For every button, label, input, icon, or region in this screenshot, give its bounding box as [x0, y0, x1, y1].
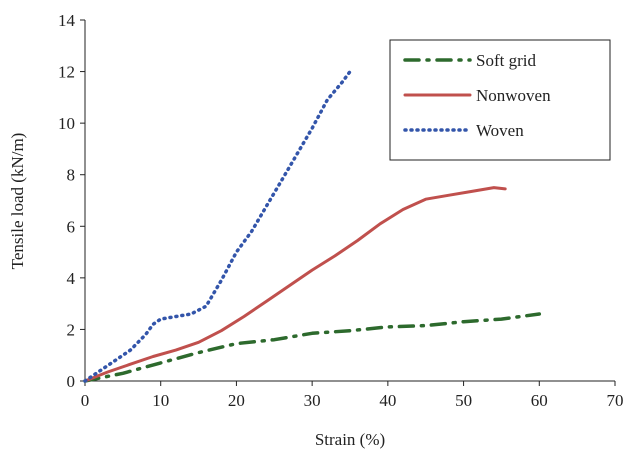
y-tick-label: 8 [67, 166, 76, 185]
x-tick-label: 30 [304, 391, 321, 410]
legend-label-soft-grid: Soft grid [476, 51, 536, 70]
x-tick-group: 0 10 20 30 40 50 60 70 [81, 381, 624, 410]
x-tick-label: 60 [531, 391, 548, 410]
y-tick-label: 6 [67, 217, 76, 236]
series-line-woven [83, 69, 352, 383]
x-axis-title: Strain (%) [315, 430, 385, 449]
y-tick-label: 0 [67, 372, 76, 391]
legend-label-woven: Woven [476, 121, 524, 140]
y-tick-label: 14 [58, 11, 76, 30]
x-tick-label: 10 [152, 391, 169, 410]
x-tick-label: 0 [81, 391, 90, 410]
y-tick-label: 2 [67, 320, 76, 339]
series-line-nonwoven [83, 186, 507, 383]
plot-area [84, 20, 615, 382]
y-tick-label: 10 [58, 114, 75, 133]
x-tick-label: 20 [228, 391, 245, 410]
y-tick-label: 4 [67, 269, 76, 288]
x-tick-label: 50 [455, 391, 472, 410]
legend-label-nonwoven: Nonwoven [476, 86, 551, 105]
y-tick-label: 12 [58, 63, 75, 82]
series-line-soft-grid [83, 312, 542, 383]
legend: Soft grid Nonwoven Woven [389, 39, 611, 161]
y-tick-group: 0 2 4 6 8 10 12 14 [58, 11, 85, 391]
x-tick-label: 70 [607, 391, 624, 410]
y-axis-title: Tensile load (kN/m) [8, 133, 27, 270]
series-layer [83, 69, 542, 383]
x-tick-label: 40 [379, 391, 396, 410]
